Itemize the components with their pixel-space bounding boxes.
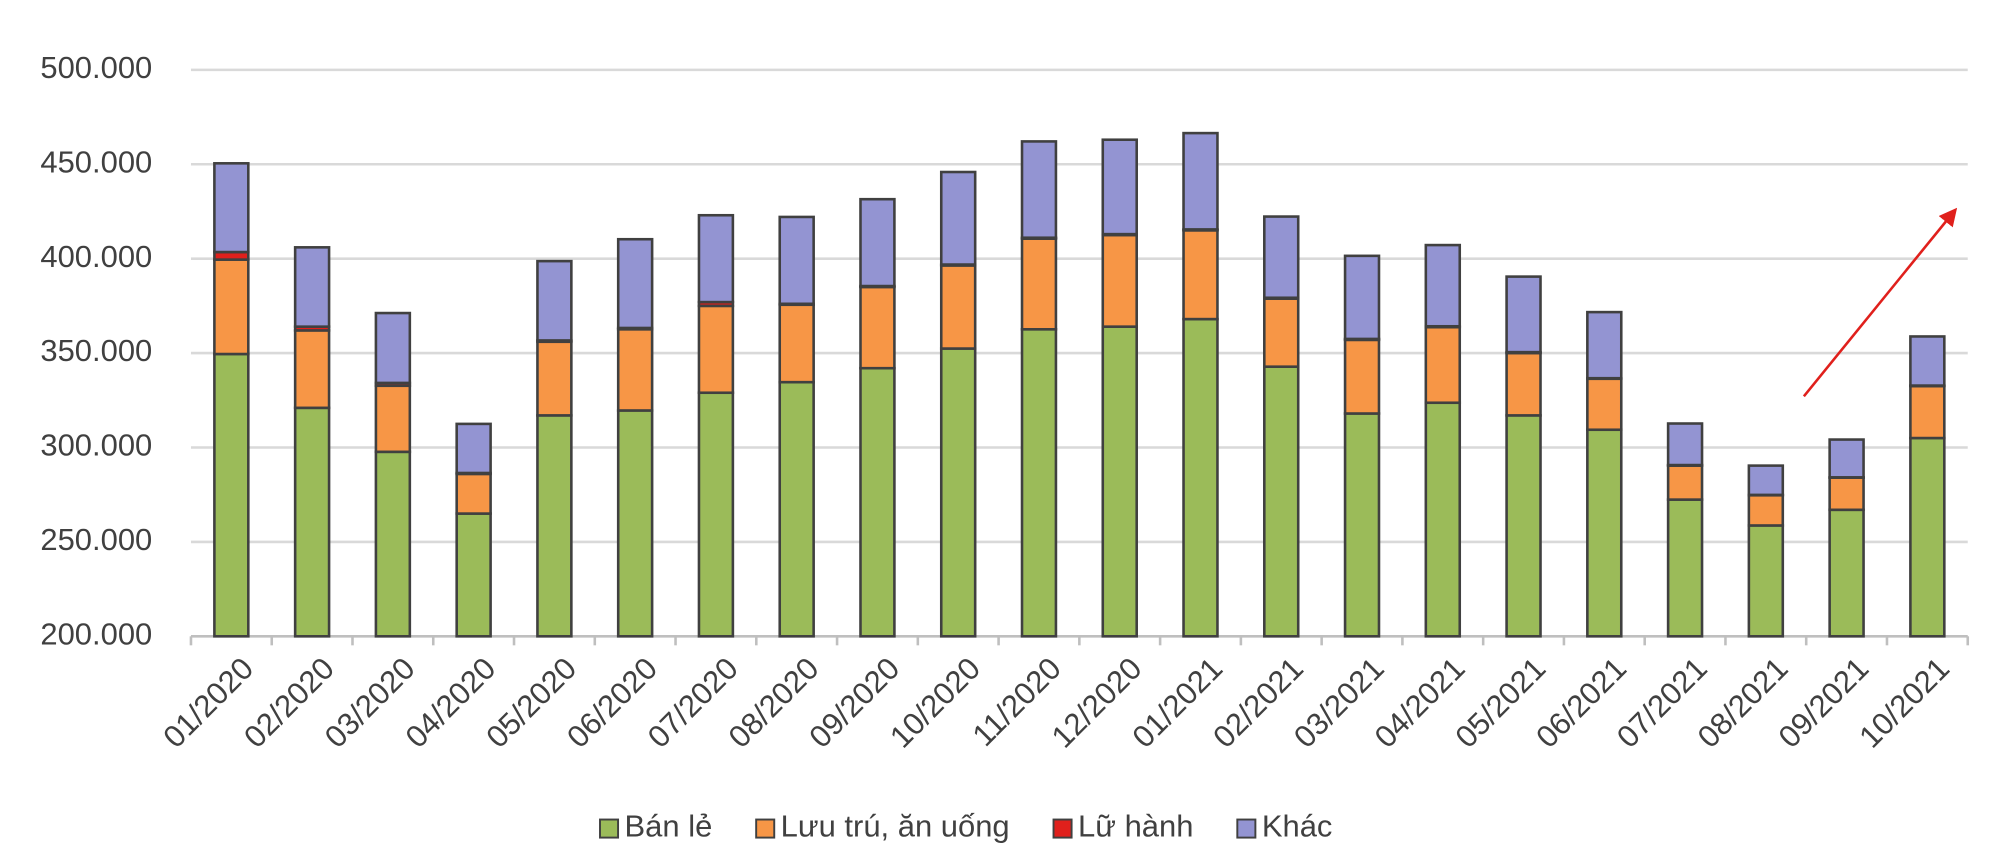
bar-segment [1828, 438, 1865, 479]
bar-segment [1101, 138, 1138, 236]
bars [213, 131, 1946, 638]
bar-segment [697, 213, 735, 304]
bar-segment [293, 329, 331, 410]
bar-segment [616, 409, 654, 638]
legend-swatch [599, 818, 620, 839]
bar-segment [374, 450, 412, 638]
y-tick-label: 350.000 [40, 333, 152, 368]
bar-segment [1747, 524, 1785, 638]
bar-segment [1343, 412, 1381, 638]
x-tick-label: 10/2021 [1852, 651, 1956, 755]
bar-segment [1020, 140, 1058, 240]
bar-segment [1424, 243, 1462, 328]
bar-segment [1666, 422, 1704, 467]
bar-segment [1828, 476, 1865, 512]
bar-segment [1505, 275, 1542, 354]
bar-segment [1747, 464, 1785, 497]
bar-segment [213, 352, 250, 638]
bar-segment [939, 347, 977, 638]
legend-swatch [1236, 818, 1257, 839]
bar-segment [859, 366, 896, 638]
bar-segment [1020, 237, 1058, 331]
bar-segment [697, 391, 735, 638]
legend-label: Bán lẻ [625, 809, 713, 844]
bar-segment [1505, 414, 1542, 638]
bar-segment [1909, 384, 1946, 440]
y-tick-label: 200.000 [40, 616, 152, 651]
bar-segment [293, 246, 331, 328]
bar-segment [1182, 229, 1219, 321]
bar-segment [455, 472, 492, 515]
bar-segment [859, 197, 896, 288]
y-tick-label: 500.000 [40, 50, 152, 85]
bar-segment [778, 303, 815, 384]
bar-segment [1424, 401, 1462, 638]
bar-segment [1586, 310, 1623, 380]
x-tick-label: 10/2020 [883, 651, 987, 755]
bar-segment [616, 327, 654, 412]
bar-segment [1263, 215, 1300, 300]
bar-segment [213, 258, 250, 356]
bar-segment [1343, 338, 1381, 415]
bar-segment [778, 215, 815, 306]
bar-segment [374, 311, 412, 385]
bar-segment [1020, 327, 1058, 638]
bar-segment [536, 259, 573, 342]
bar-segment [1586, 377, 1623, 432]
bar-segment [616, 237, 654, 330]
legend-label: Lữ hành [1078, 809, 1193, 844]
legend-label: Lưu trú, ăn uống [781, 809, 1010, 844]
bar-segment [697, 304, 735, 395]
bar-segment [1828, 508, 1865, 638]
bar-segment [1909, 335, 1946, 387]
bar-segment [455, 512, 492, 638]
bar-segment [939, 170, 977, 266]
bar-segment [1101, 233, 1138, 328]
bar-segment [1343, 254, 1381, 341]
bar-segment [1505, 351, 1542, 417]
bar-segment [455, 422, 492, 475]
bar-segment [859, 285, 896, 370]
bar-segment [1666, 464, 1704, 501]
bar-segment [536, 340, 573, 417]
y-tick-label: 400.000 [40, 239, 152, 274]
bar-segment [1263, 297, 1300, 368]
legend-swatch [755, 818, 776, 839]
bar-segment [1909, 436, 1946, 638]
bar-segment [213, 162, 250, 254]
bar-segment [1424, 325, 1462, 405]
trend-arrow [1802, 207, 1958, 398]
bar-segment [536, 414, 573, 638]
bar-segment [1666, 498, 1704, 638]
legend-label: Khác [1262, 809, 1333, 844]
bar-segment [1747, 493, 1785, 527]
bar-segment [1586, 428, 1623, 638]
bar-segment [374, 384, 412, 454]
legend-swatch [1052, 818, 1073, 839]
y-tick-label: 450.000 [40, 144, 152, 179]
y-tick-label: 300.000 [40, 428, 152, 463]
bar-segment [1263, 365, 1300, 638]
bar-segment [1101, 325, 1138, 638]
bar-segment [1182, 317, 1219, 638]
bar-segment [939, 264, 977, 350]
bar-segment [1182, 131, 1219, 231]
bar-segment [778, 380, 815, 638]
bar-segment [293, 406, 331, 638]
y-tick-label: 250.000 [40, 522, 152, 557]
